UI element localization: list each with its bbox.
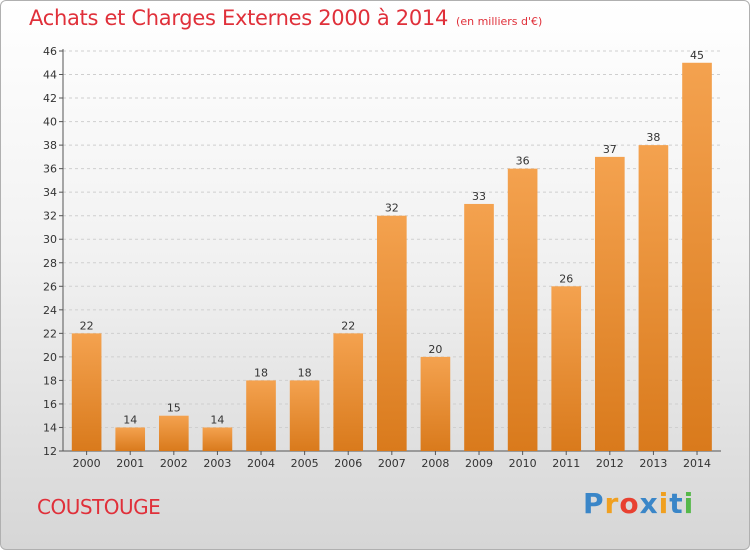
y-tick-label: 14	[43, 421, 57, 434]
x-tick-label-2013: 2013	[639, 457, 667, 470]
data-label-2005: 18	[298, 366, 312, 379]
logo-letter: x	[639, 487, 659, 520]
logo-letter: P	[583, 487, 605, 520]
bar-2000	[71, 333, 102, 451]
x-tick-label-2014: 2014	[683, 457, 711, 470]
bar-2002	[158, 415, 189, 451]
data-label-2001: 14	[123, 413, 137, 426]
bar-2013	[638, 145, 669, 451]
x-tick-label-2001: 2001	[116, 457, 144, 470]
bar-2004	[246, 380, 276, 451]
bar-2009	[464, 203, 494, 451]
data-label-2000: 22	[80, 319, 94, 332]
data-label-2003: 14	[210, 413, 224, 426]
bar-2001	[115, 427, 146, 451]
logo-letter: i	[658, 487, 670, 520]
bar-2006	[333, 333, 364, 451]
y-tick-label: 28	[43, 257, 57, 270]
x-tick-label-2005: 2005	[291, 457, 319, 470]
y-tick-label: 32	[43, 210, 57, 223]
x-tick-label-2008: 2008	[421, 457, 449, 470]
data-label-2004: 18	[254, 366, 268, 379]
x-tick-label-2011: 2011	[552, 457, 580, 470]
chart-title: Achats et Charges Externes 2000 à 2014 (e…	[29, 6, 542, 30]
y-tick-labels: 12 14 16 18 20 22 24 26 28 30 32 34 36 38 40 42 44 46	[43, 45, 57, 458]
bar-2011	[551, 286, 582, 451]
x-tick-label-2002: 2002	[160, 457, 188, 470]
bar-2008	[420, 356, 451, 451]
data-label-2010: 36	[516, 155, 530, 168]
data-labels: 22 14 15 14 18 18 22 32 20 33 36 26 37 38 45	[80, 49, 704, 427]
x-tick-label-2007: 2007	[378, 457, 406, 470]
data-label-2009: 33	[472, 190, 486, 203]
chart-subtitle: (en milliers d'€)	[456, 15, 543, 28]
data-label-2006: 22	[341, 319, 355, 332]
data-label-2012: 37	[603, 143, 617, 156]
y-tick-label: 42	[43, 92, 57, 105]
chart-title-text: Achats et Charges Externes 2000 à 2014	[29, 6, 449, 30]
y-tick-label: 36	[43, 163, 57, 176]
data-label-2007: 32	[385, 202, 399, 215]
bar-2003	[202, 427, 233, 451]
proxiti-logo: Proxiti	[583, 487, 694, 520]
data-label-2008: 20	[428, 343, 442, 356]
logo-letter: t	[669, 487, 684, 520]
x-tick-label-2010: 2010	[509, 457, 537, 470]
x-tick-label-2000: 2000	[73, 457, 101, 470]
y-tick-label: 22	[43, 327, 57, 340]
y-tick-label: 34	[43, 186, 57, 199]
y-tick-label: 24	[43, 304, 57, 317]
place-name: COUSTOUGE	[37, 495, 161, 519]
logo-letter: r	[604, 487, 620, 520]
y-tick-label: 40	[43, 116, 57, 129]
bar-2012	[594, 156, 625, 451]
x-tick-label-2009: 2009	[465, 457, 493, 470]
y-tick-label: 16	[43, 398, 57, 411]
data-label-2013: 38	[646, 131, 660, 144]
bar-2005	[289, 380, 320, 451]
y-tick-label: 44	[43, 69, 57, 82]
logo-letter: i	[683, 487, 695, 520]
y-tick-label: 46	[43, 45, 57, 58]
x-tick-labels: 2000 2001 2002 2003 2004 2005 2006 2007 2008 2009…	[73, 451, 711, 470]
y-tick-label: 38	[43, 139, 57, 152]
x-tick-label-2004: 2004	[247, 457, 275, 470]
data-label-2014: 45	[690, 49, 704, 62]
data-label-2002: 15	[167, 402, 181, 415]
y-tick-label: 26	[43, 280, 57, 293]
x-tick-label-2006: 2006	[334, 457, 362, 470]
x-tick-label-2003: 2003	[203, 457, 231, 470]
data-label-2011: 26	[559, 272, 573, 285]
y-tick-label: 12	[43, 445, 57, 458]
x-tick-label-2012: 2012	[596, 457, 624, 470]
y-tick-label: 18	[43, 374, 57, 387]
bar-2010	[507, 168, 538, 451]
logo-letter: o	[619, 487, 640, 520]
bars	[71, 62, 712, 451]
y-tick-label: 30	[43, 233, 57, 246]
y-tick-label: 20	[43, 351, 57, 364]
bar-2007	[376, 215, 407, 451]
bar-2014	[682, 62, 712, 451]
